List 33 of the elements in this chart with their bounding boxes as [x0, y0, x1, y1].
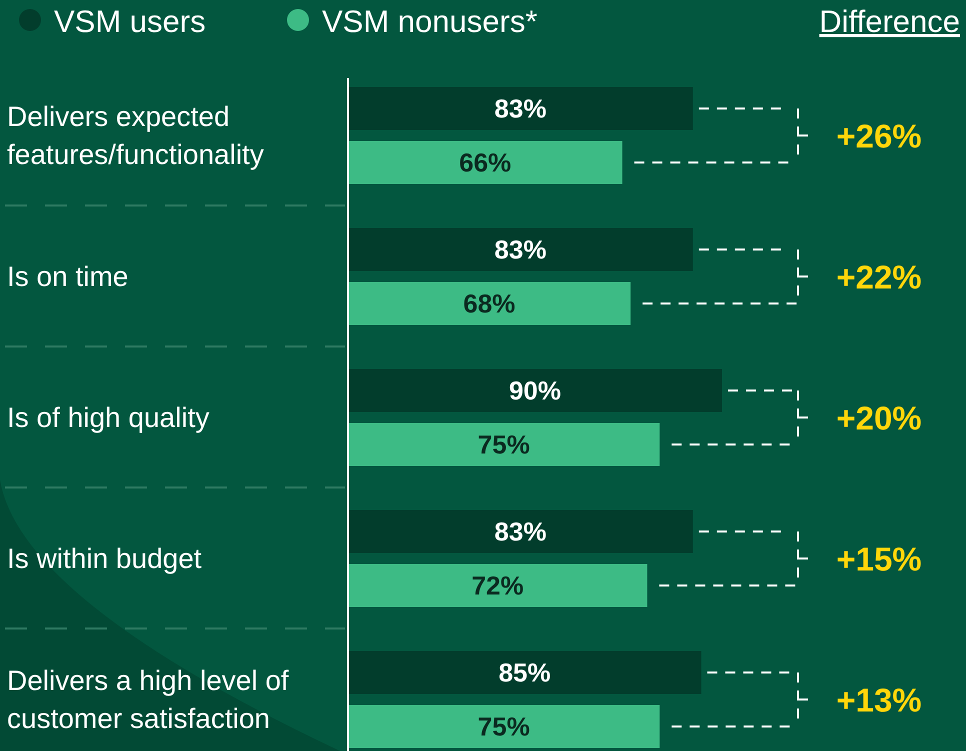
legend-label: VSM nonusers*: [322, 4, 538, 39]
data-label: 72%: [472, 570, 524, 600]
bar: [348, 564, 648, 607]
bar: [348, 423, 660, 466]
text: +13%: [836, 682, 922, 718]
text: Difference: [819, 4, 960, 39]
data-label: 85%: [498, 658, 551, 688]
data-label: 68%: [463, 288, 516, 318]
bar: [348, 141, 622, 184]
y-tick-label: Delivers expected features/functionality: [7, 101, 264, 170]
text: +15%: [836, 540, 922, 578]
y-tick-label: Is within budget: [7, 543, 202, 574]
text: +26%: [836, 118, 922, 154]
bar: [348, 228, 693, 271]
text: +20%: [836, 400, 922, 436]
y-tick-label: Is on time: [7, 261, 128, 292]
data-label: 66%: [459, 148, 512, 178]
bar: [348, 282, 631, 325]
text: +22%: [836, 258, 922, 296]
bar: [348, 705, 660, 748]
data-label: 75%: [478, 712, 530, 742]
data-label: 90%: [508, 376, 562, 406]
bar: [348, 651, 702, 694]
bar: [348, 369, 722, 412]
data-label: 83%: [494, 234, 546, 264]
data-label: 83%: [494, 516, 546, 546]
y-tick-label: Delivers a high level of customer satisfaction: [7, 665, 289, 734]
bar: [348, 510, 693, 553]
data-label: 83%: [494, 94, 546, 124]
y-tick-label: Is of high quality: [7, 402, 210, 433]
data-label: 75%: [478, 430, 530, 460]
bar: [348, 87, 693, 130]
legend-label: VSM users: [54, 4, 206, 39]
